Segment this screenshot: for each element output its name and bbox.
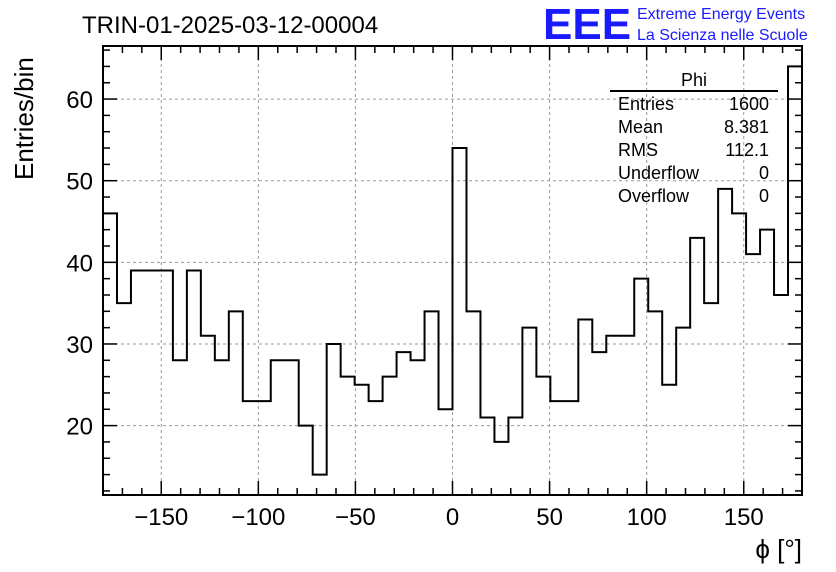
y-axis-label: Entries/bin bbox=[9, 57, 39, 180]
stats-title: Phi bbox=[681, 70, 707, 90]
y-tick-label: 40 bbox=[66, 250, 93, 277]
y-tick-labels: 20 30 40 50 60 bbox=[66, 87, 93, 441]
x-tick-label: 50 bbox=[536, 504, 563, 531]
x-tick-label: −150 bbox=[134, 504, 188, 531]
y-tick-label: 60 bbox=[66, 87, 93, 114]
x-axis-label: ϕ [°] bbox=[755, 534, 802, 564]
x-tick-label: 0 bbox=[446, 504, 459, 531]
chart-title: TRIN-01-2025-03-12-00004 bbox=[82, 12, 378, 39]
eee-logo: EEE Extreme Energy Events La Scienza nel… bbox=[543, 0, 808, 49]
logo-mark: EEE bbox=[543, 0, 631, 49]
logo-line-1: Extreme Energy Events bbox=[637, 6, 805, 23]
histogram-line bbox=[103, 65, 802, 476]
stats-value-rms: 112.1 bbox=[725, 140, 769, 160]
x-tick-label: −100 bbox=[231, 504, 285, 531]
y-tick-label: 30 bbox=[66, 332, 93, 359]
stats-label-mean: Mean bbox=[618, 117, 663, 137]
logo-line-2: La Scienza nelle Scuole bbox=[637, 27, 808, 44]
x-tick-labels: −150 −100 −50 0 50 100 150 bbox=[134, 504, 764, 531]
stats-label-rms: RMS bbox=[618, 140, 658, 160]
y-tick-label: 20 bbox=[66, 414, 93, 441]
stats-box: Phi Entries 1600 Mean 8.381 RMS 112.1 Underflo… bbox=[610, 70, 778, 206]
y-tick-label: 50 bbox=[66, 169, 93, 196]
x-tick-label: −50 bbox=[335, 504, 376, 531]
stats-label-underflow: Underflow bbox=[618, 163, 700, 183]
stats-value-mean: 8.381 bbox=[724, 117, 769, 137]
stats-value-entries: 1600 bbox=[729, 94, 769, 114]
stats-value-overflow: 0 bbox=[759, 186, 769, 206]
x-tick-label: 100 bbox=[627, 504, 667, 531]
stats-label-entries: Entries bbox=[618, 94, 674, 114]
stats-label-overflow: Overflow bbox=[618, 186, 690, 206]
stats-value-underflow: 0 bbox=[759, 163, 769, 183]
x-tick-label: 150 bbox=[724, 504, 764, 531]
axis-ticks bbox=[102, 46, 803, 495]
